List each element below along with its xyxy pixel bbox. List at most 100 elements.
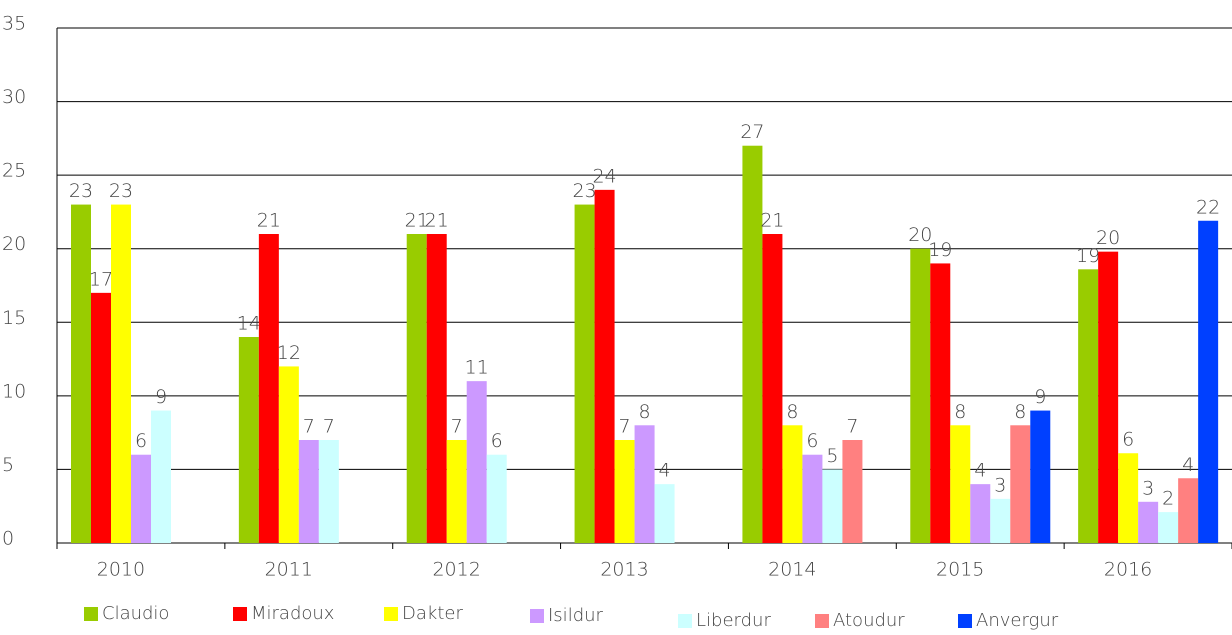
bar <box>278 366 299 543</box>
data-label: 14 <box>237 313 261 335</box>
bar <box>1158 512 1179 543</box>
data-label: 2 <box>1162 488 1174 510</box>
legend-swatch <box>678 614 692 628</box>
data-label: 3 <box>994 474 1006 496</box>
legend-label: Claudio <box>102 603 169 624</box>
x-tick-label: 2010 <box>97 559 145 581</box>
data-label: 8 <box>1014 401 1026 423</box>
legend-swatch <box>233 607 247 621</box>
data-label: 27 <box>740 121 764 143</box>
y-tick-label: 25 <box>2 160 26 182</box>
bar <box>822 469 843 543</box>
bar <box>910 248 931 543</box>
bar <box>1138 501 1159 543</box>
bar <box>970 484 991 543</box>
data-label: 7 <box>619 416 631 438</box>
bar <box>1198 220 1219 543</box>
data-label: 11 <box>465 357 489 379</box>
data-label: 8 <box>786 401 798 423</box>
bar <box>1030 410 1051 543</box>
legend-swatch <box>815 614 829 628</box>
data-label: 4 <box>659 460 671 482</box>
bar <box>634 425 655 543</box>
x-tick-label: 2011 <box>265 559 313 581</box>
y-tick-label: 0 <box>2 528 14 550</box>
legend-label: Miradoux <box>251 603 334 624</box>
bar <box>91 292 111 543</box>
data-label: 7 <box>846 416 858 438</box>
data-label: 7 <box>451 416 463 438</box>
y-tick-label: 20 <box>2 233 26 255</box>
bar <box>990 498 1011 543</box>
data-label: 17 <box>89 268 113 290</box>
data-label: 6 <box>806 430 818 452</box>
bar <box>614 440 635 543</box>
legend-swatch <box>84 607 98 621</box>
bar <box>406 234 427 543</box>
data-label: 21 <box>405 210 429 232</box>
data-label: 23 <box>572 180 596 202</box>
bar <box>950 425 971 543</box>
legend-swatch <box>958 614 972 628</box>
bar <box>1010 425 1031 543</box>
bar <box>1178 478 1199 543</box>
data-label: 9 <box>155 386 167 408</box>
data-label: 23 <box>109 180 133 202</box>
data-label: 23 <box>69 180 93 202</box>
data-label: 4 <box>974 460 986 482</box>
bar <box>1118 453 1139 543</box>
data-label: 6 <box>491 430 503 452</box>
data-label: 19 <box>1076 245 1100 267</box>
legend-swatch <box>384 607 398 621</box>
legend-swatch <box>530 609 544 623</box>
bar <box>802 454 823 543</box>
data-label: 24 <box>592 165 616 187</box>
bar <box>111 204 131 544</box>
bar <box>574 204 595 544</box>
bar <box>930 263 951 543</box>
x-tick-label: 2014 <box>768 559 816 581</box>
bar <box>318 440 339 543</box>
data-label: 9 <box>1034 386 1046 408</box>
bar <box>446 440 467 543</box>
data-label: 5 <box>826 445 838 467</box>
legend-label: Liberdur <box>696 610 771 631</box>
data-label: 20 <box>908 224 932 246</box>
data-label: 6 <box>135 430 147 452</box>
data-label: 21 <box>425 210 449 232</box>
bar <box>466 381 487 543</box>
bar <box>594 189 615 543</box>
bar <box>71 204 91 544</box>
data-label: 6 <box>1122 429 1134 451</box>
data-label: 8 <box>639 401 651 423</box>
bar <box>742 145 763 543</box>
data-label: 7 <box>323 416 335 438</box>
x-tick-label: 2013 <box>600 559 648 581</box>
legend-label: Anvergur <box>976 610 1059 631</box>
bar <box>1098 251 1119 543</box>
x-tick-label: 2016 <box>1104 559 1152 581</box>
data-label: 19 <box>928 239 952 261</box>
data-label: 8 <box>954 401 966 423</box>
x-tick-label: 2012 <box>432 559 480 581</box>
data-label: 4 <box>1182 454 1194 476</box>
bar <box>842 440 863 543</box>
data-label: 22 <box>1196 196 1220 218</box>
data-label: 21 <box>760 210 784 232</box>
y-tick-label: 5 <box>2 454 14 476</box>
bar <box>762 234 783 543</box>
bar <box>131 454 151 543</box>
bar <box>258 234 279 543</box>
y-tick-label: 35 <box>2 13 26 35</box>
data-label: 21 <box>257 210 281 232</box>
bar <box>298 440 319 543</box>
y-tick-label: 10 <box>2 380 26 402</box>
bar <box>486 454 507 543</box>
bar <box>238 337 259 543</box>
legend-label: Dakter <box>402 603 463 624</box>
bar <box>151 410 171 543</box>
bar <box>426 234 447 543</box>
bar <box>654 484 675 543</box>
y-tick-label: 15 <box>2 307 26 329</box>
